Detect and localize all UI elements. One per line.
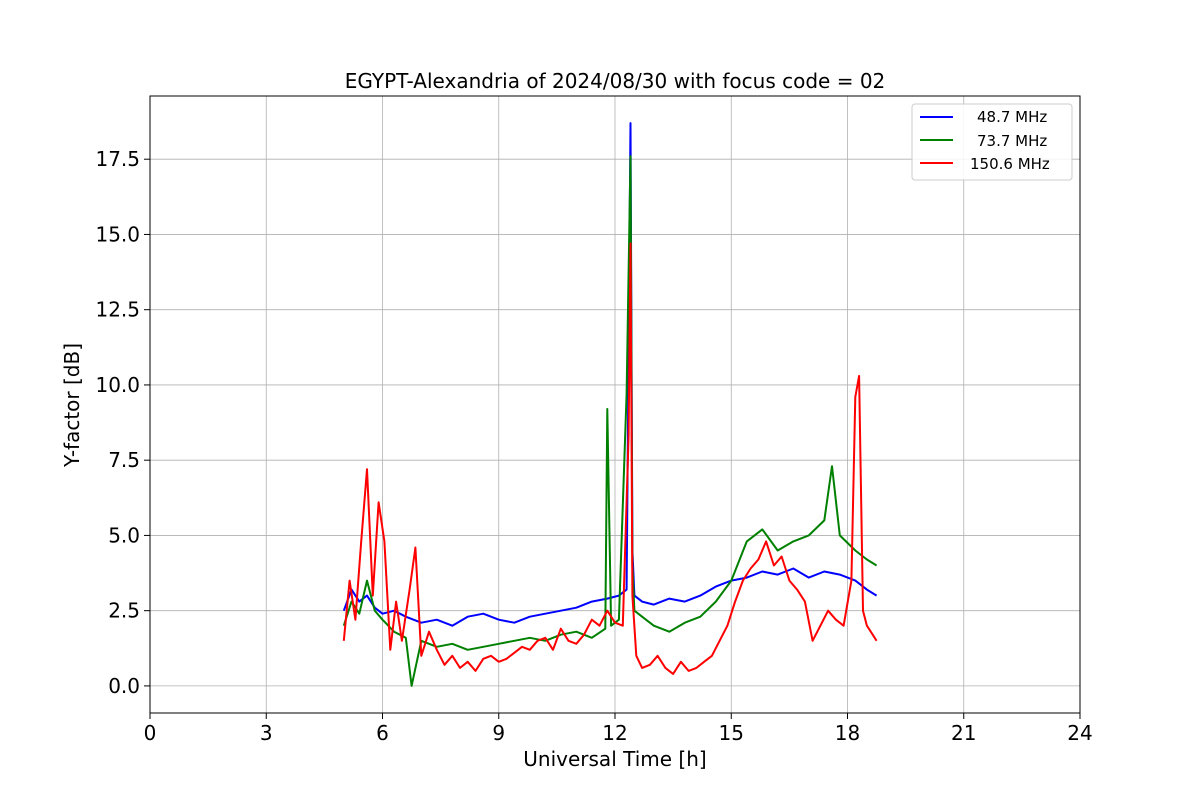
series-line-150-6-mhz (342, 242, 878, 675)
legend-label-150-6-mhz: 150.6 MHz (970, 155, 1050, 173)
y-tick-label: 17.5 (95, 147, 140, 171)
x-axis-label: Universal Time [h] (523, 747, 706, 771)
y-tick-label: 10.0 (95, 373, 140, 397)
x-tick-label: 18 (835, 721, 860, 745)
x-tick-label: 0 (144, 721, 157, 745)
legend-frame (911, 103, 1073, 181)
x-axis-ticks: 0 3 6 9 12 15 18 21 24 (144, 713, 1093, 745)
legend: 48.7 MHz 73.7 MHz 150.6 MHz (911, 103, 1073, 181)
y-tick-label: 7.5 (108, 448, 140, 472)
y-axis-ticks: 0.0 2.5 5.0 7.5 10.0 12.5 15.0 17.5 (95, 147, 150, 698)
legend-label-73-7-mhz: 73.7 MHz (977, 132, 1047, 150)
x-tick-label: 3 (260, 721, 273, 745)
plot-series (342, 122, 878, 687)
y-tick-label: 15.0 (95, 222, 140, 246)
x-tick-label: 21 (951, 721, 976, 745)
x-tick-label: 6 (376, 721, 389, 745)
x-tick-label: 24 (1067, 721, 1092, 745)
y-tick-label: 5.0 (108, 523, 140, 547)
legend-label-48-7-mhz: 48.7 MHz (977, 108, 1047, 126)
y-tick-label: 2.5 (108, 599, 140, 623)
chart-title: EGYPT-Alexandria of 2024/08/30 with focu… (345, 69, 886, 93)
x-tick-label: 15 (719, 721, 744, 745)
series-line-73-7-mhz (342, 155, 878, 687)
x-tick-label: 12 (602, 721, 627, 745)
y-axis-label: Y-factor [dB] (60, 343, 84, 468)
x-tick-label: 9 (492, 721, 505, 745)
y-tick-label: 12.5 (95, 298, 140, 322)
y-tick-label: 0.0 (108, 674, 140, 698)
